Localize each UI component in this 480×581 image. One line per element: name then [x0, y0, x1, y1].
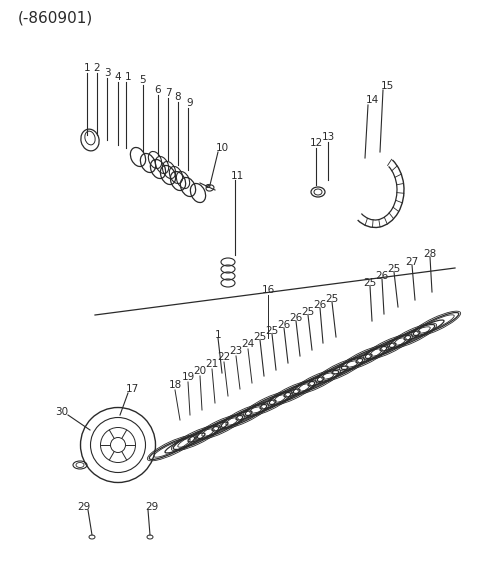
- Text: 26: 26: [375, 271, 389, 281]
- Text: 25: 25: [363, 278, 377, 288]
- Text: 8: 8: [175, 92, 181, 102]
- Text: 10: 10: [216, 143, 228, 153]
- Text: 17: 17: [125, 384, 139, 394]
- Text: 30: 30: [55, 407, 69, 417]
- Text: 2: 2: [94, 63, 100, 73]
- Text: 26: 26: [289, 313, 302, 323]
- Text: 1: 1: [125, 72, 132, 82]
- Text: 24: 24: [241, 339, 254, 349]
- Text: 4: 4: [115, 72, 121, 82]
- Text: 25: 25: [387, 264, 401, 274]
- Text: 25: 25: [253, 332, 266, 342]
- Text: 19: 19: [181, 372, 194, 382]
- Text: 5: 5: [140, 75, 146, 85]
- Text: 22: 22: [217, 352, 230, 362]
- Text: (-860901): (-860901): [18, 10, 93, 25]
- Text: 16: 16: [262, 285, 275, 295]
- Text: 26: 26: [313, 300, 326, 310]
- Text: 23: 23: [229, 346, 242, 356]
- Text: 9: 9: [187, 98, 193, 108]
- Text: 27: 27: [406, 257, 419, 267]
- Text: 25: 25: [325, 294, 338, 304]
- Text: 13: 13: [322, 132, 335, 142]
- Text: 15: 15: [380, 81, 394, 91]
- Text: 11: 11: [230, 171, 244, 181]
- Text: 18: 18: [168, 380, 181, 390]
- Text: 21: 21: [205, 359, 218, 369]
- Text: 25: 25: [265, 326, 278, 336]
- Text: 6: 6: [155, 85, 161, 95]
- Text: 3: 3: [104, 68, 110, 78]
- Text: 29: 29: [77, 502, 91, 512]
- Text: 26: 26: [277, 320, 290, 330]
- Text: 14: 14: [365, 95, 379, 105]
- Text: 28: 28: [423, 249, 437, 259]
- Text: 1: 1: [215, 330, 221, 340]
- Text: 25: 25: [301, 307, 314, 317]
- Text: 29: 29: [145, 502, 158, 512]
- Text: 7: 7: [165, 88, 171, 98]
- Text: 1: 1: [84, 63, 90, 73]
- Text: 12: 12: [310, 138, 323, 148]
- Text: 20: 20: [193, 366, 206, 376]
